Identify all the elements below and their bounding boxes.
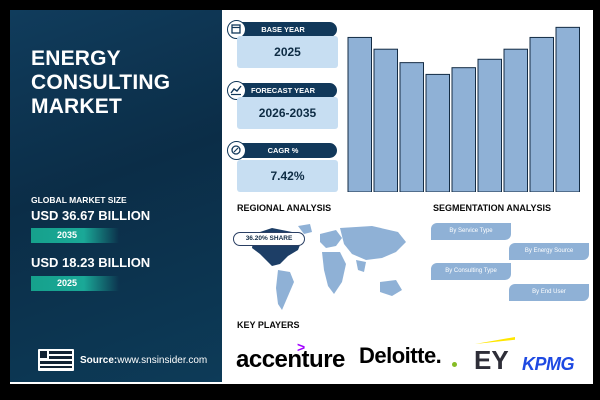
year-badge-2035: 2035 [31,228,119,243]
source-label: Source: [80,355,118,366]
market-value-2035: USD 36.67 BILLION [31,208,151,223]
title-line: CONSULTING [31,71,171,94]
chart-bar [503,48,528,192]
global-market-size-label: GLOBAL MARKET SIZE [31,195,127,205]
calendar-icon [227,20,246,39]
bar-chart [347,26,580,192]
chart-bar [373,48,398,192]
chart-bar [399,62,424,192]
forecast-year-label: FORECAST YEAR [229,83,337,98]
deloitte-logo: Deloitte. [359,343,442,368]
segment-energy-source: By Energy Source [509,243,589,260]
market-value-2025: USD 18.23 BILLION [31,255,151,270]
cagr-value: 7.42% [237,160,338,192]
ey-logo: EY [474,345,509,375]
chart-bar [529,36,554,192]
accenture-mark-icon: > [297,339,306,355]
page-title: ENERGY CONSULTING MARKET [31,47,170,119]
forecast-year-value: 2026-2035 [237,97,338,129]
segment-service-type: By Service Type [431,223,511,240]
chart-icon [227,81,246,100]
regional-analysis-heading: REGIONAL ANALYSIS [237,203,332,213]
base-year-value: 2025 [237,36,338,68]
base-year-label: BASE YEAR [229,22,337,37]
regional-share-badge: 36.20% SHARE [233,232,305,246]
deloitte-dot [452,362,457,367]
chart-bar [555,26,580,192]
accenture-logo: accenture [236,346,345,373]
growth-icon [227,141,246,160]
ey-beam-icon [475,337,515,344]
title-line: MARKET [31,95,123,118]
left-panel: ENERGY CONSULTING MARKET GLOBAL MARKET S… [10,10,222,382]
year-badge-2025: 2025 [31,276,119,291]
key-players-heading: KEY PLAYERS [237,320,300,330]
kpmg-logo: KPMG [522,354,575,374]
chart-bar [425,73,450,192]
chart-bar [451,67,476,192]
source-text: Source:www.snsinsider.com [80,355,207,366]
segment-consulting-type: By Consulting Type [431,263,511,280]
sns-insider-logo [38,349,74,371]
title-line: ENERGY [31,47,121,70]
chart-bar [347,36,372,192]
source-url: www.snsinsider.com [117,355,208,366]
segmentation-analysis-heading: SEGMENTATION ANALYSIS [433,203,552,213]
segment-end-user: By End User [509,284,589,301]
chart-bar [477,58,502,192]
cagr-label: CAGR % [229,143,337,158]
